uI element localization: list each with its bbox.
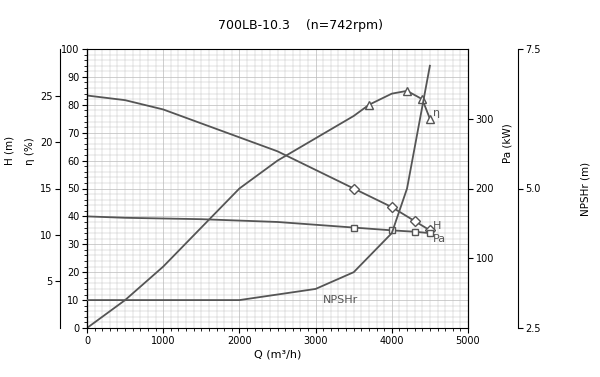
Text: 700LB-10.3    (n=742rpm): 700LB-10.3 (n=742rpm) (218, 19, 383, 32)
Text: H (m): H (m) (4, 136, 14, 166)
Text: η: η (433, 108, 440, 118)
X-axis label: Q (m³/h): Q (m³/h) (254, 350, 301, 360)
Text: NPSHr (m): NPSHr (m) (580, 161, 590, 216)
Text: H: H (433, 221, 442, 231)
Text: Pa: Pa (433, 234, 446, 244)
Text: Pa (kW): Pa (kW) (502, 123, 512, 163)
Text: NPSHr: NPSHr (323, 295, 358, 305)
Text: η (%): η (%) (25, 137, 35, 165)
